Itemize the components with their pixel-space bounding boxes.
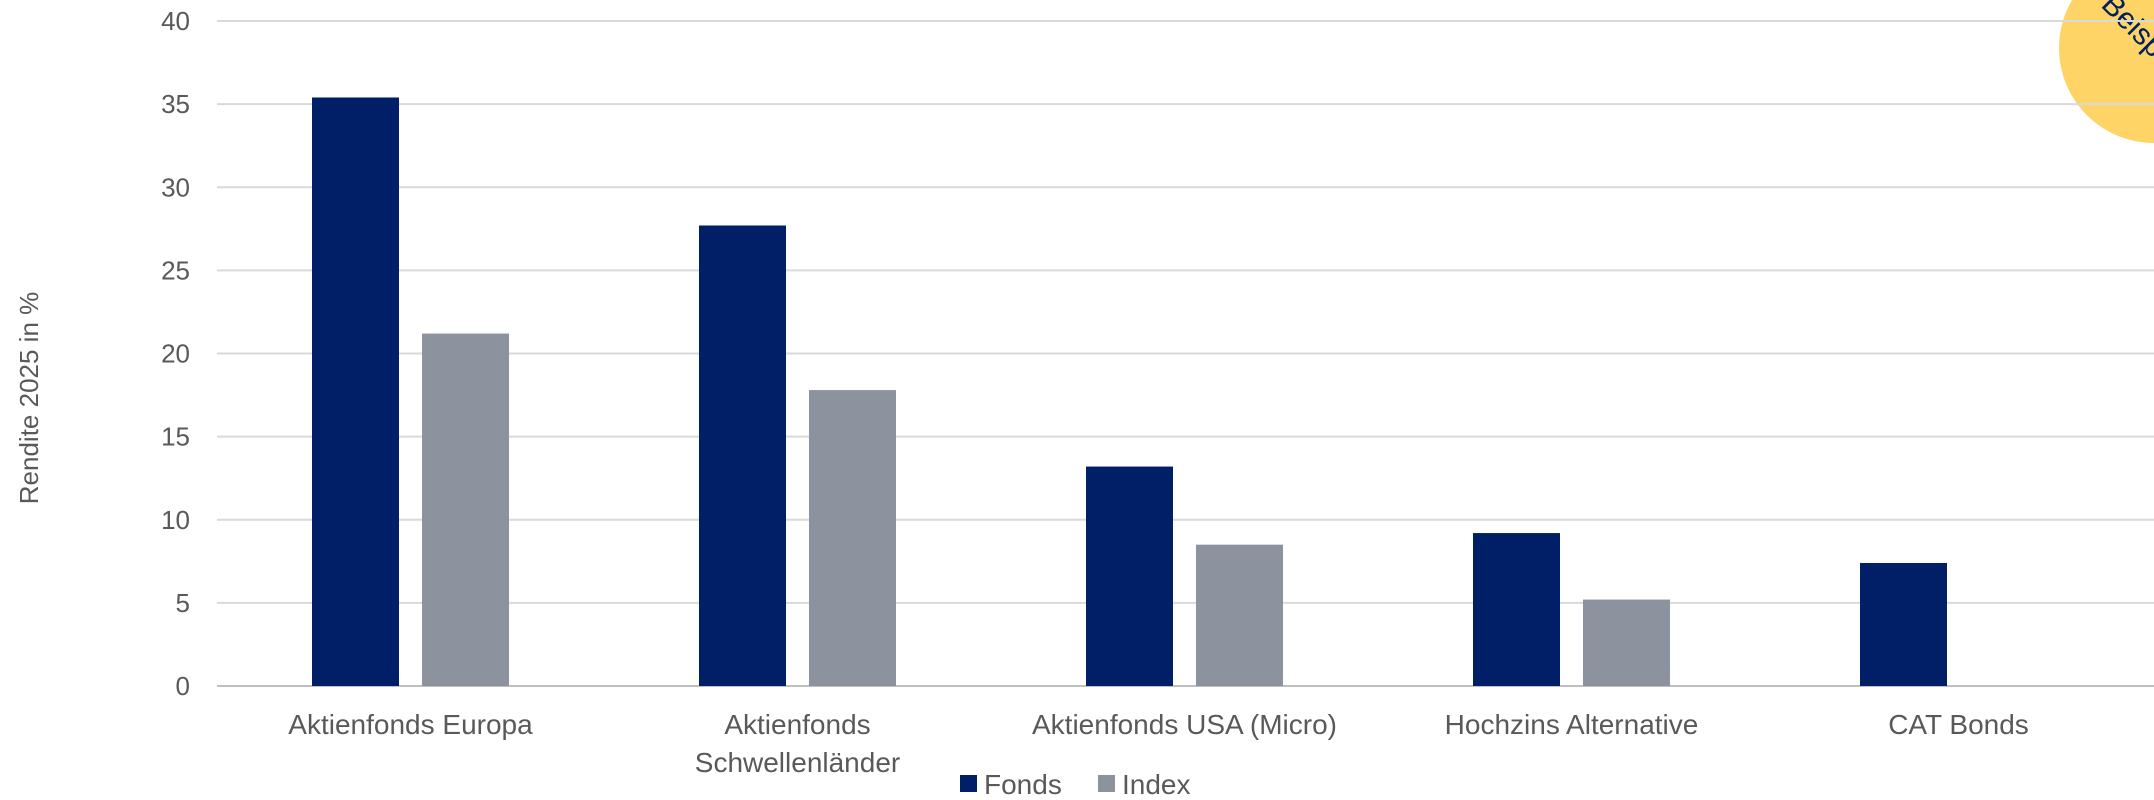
x-category-label: Aktienfonds USA (Micro) (1032, 709, 1337, 740)
y-tick-label: 25 (161, 255, 190, 285)
y-tick-label: 30 (161, 172, 190, 202)
legend: Fonds Index (960, 769, 1191, 800)
legend-label: Fonds (984, 769, 1062, 800)
x-category-label: Schwellenländer (695, 747, 900, 778)
y-tick-label: 10 (161, 505, 190, 535)
bar-fonds (1473, 533, 1560, 686)
y-axis-ticks: 0 5 10 15 20 25 30 35 40 (161, 6, 190, 701)
y-tick-label: 35 (161, 89, 190, 119)
y-tick-label: 5 (176, 588, 190, 618)
y-tick-label: 40 (161, 6, 190, 36)
legend-swatch (1098, 775, 1115, 792)
bar-fonds (1860, 562, 1947, 686)
x-category-label: Aktienfonds (724, 709, 870, 740)
grid-lines (217, 20, 2154, 687)
badge-circle (2059, 0, 2154, 143)
bar-fonds (312, 97, 399, 687)
bar-index (422, 333, 509, 686)
legend-label: Index (1122, 769, 1191, 800)
legend-swatch (960, 775, 977, 792)
bar-index (809, 390, 896, 686)
x-category-label: CAT Bonds (1888, 709, 2029, 740)
y-tick-label: 0 (176, 671, 190, 701)
y-tick-label: 20 (161, 339, 190, 369)
x-category-label: Hochzins Alternative (1445, 709, 1699, 740)
y-tick-label: 15 (161, 422, 190, 452)
x-axis-categories: Aktienfonds Europa Aktienfonds Schwellenlä… (288, 709, 2028, 778)
bar-fonds (1086, 466, 1173, 686)
example-badge: Beisp (2059, 0, 2154, 143)
bars (312, 97, 1947, 687)
y-axis-label: Rendite 2025 in % (14, 292, 44, 504)
x-category-label: Aktienfonds Europa (288, 709, 533, 740)
bar-index (1196, 544, 1283, 686)
bar-index (1583, 599, 1670, 686)
bar-fonds (699, 225, 786, 687)
